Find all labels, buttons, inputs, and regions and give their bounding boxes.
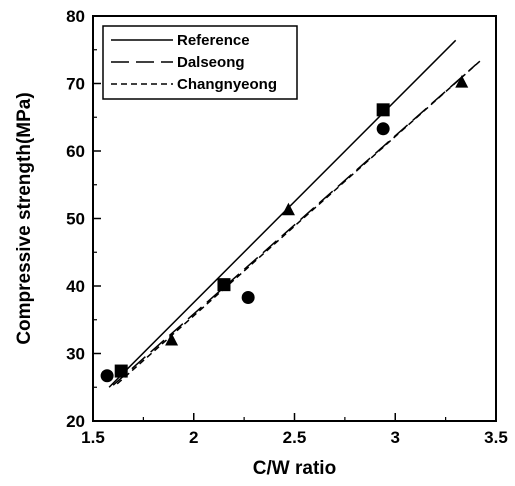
y-tick-label: 60 [66, 142, 85, 161]
x-tick-label: 1.5 [81, 428, 105, 447]
y-axis-title: Compressive strength(MPa) [14, 92, 35, 344]
circle-marker [241, 290, 255, 304]
square-marker [376, 103, 390, 117]
triangle-marker [455, 75, 469, 88]
y-tick-label: 80 [66, 7, 85, 26]
y-tick-label: 30 [66, 345, 85, 364]
legend-box [102, 25, 298, 100]
x-axis-title: C/W ratio [253, 458, 336, 479]
legend-label-reference: Reference [177, 32, 250, 49]
legend-label-changnyeong: Changnyeong [177, 76, 277, 93]
x-tick-label: 3 [391, 428, 400, 447]
triangle-marker [281, 202, 295, 216]
triangle-marker [165, 333, 179, 346]
fit-lines [108, 39, 481, 388]
data-markers [100, 75, 469, 383]
y-tick-label: 50 [66, 210, 85, 229]
x-tick-label: 2 [189, 428, 198, 447]
y-tick-label: 40 [66, 277, 85, 296]
y-axis-ticks: 20 30 40 50 60 70 80 [66, 7, 101, 431]
square-marker [217, 278, 231, 292]
fit-line-changnyeong [116, 60, 481, 385]
y-tick-label: 20 [66, 412, 85, 431]
circle-marker [100, 369, 114, 383]
y-tick-label: 70 [66, 75, 85, 94]
fit-line-reference [108, 39, 457, 388]
legend-label-dalseong: Dalseong [177, 54, 245, 71]
legend: Reference Dalseong Changnyeong [102, 25, 298, 100]
fit-line-dalseong [112, 64, 477, 386]
circle-marker [376, 122, 390, 136]
x-tick-label: 3.5 [484, 428, 508, 447]
x-axis-ticks: 1.5 2 2.5 3 3.5 [81, 413, 508, 447]
x-tick-label: 2.5 [283, 428, 307, 447]
square-marker [114, 364, 128, 378]
